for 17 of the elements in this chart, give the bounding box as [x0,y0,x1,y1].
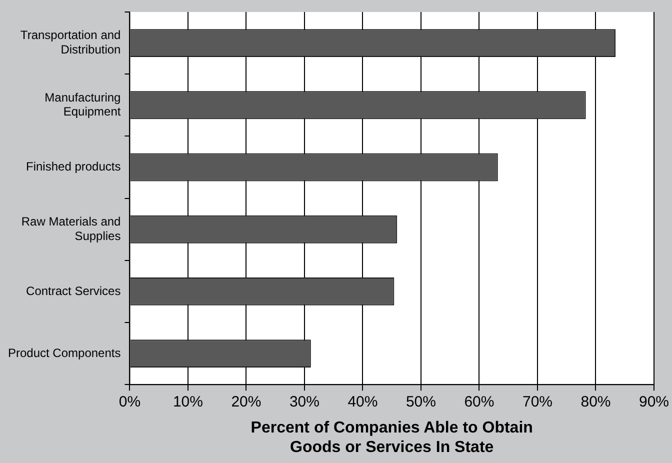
y-tick-label: Contract Services [26,284,121,298]
x-tick-label: 70% [522,394,552,411]
x-tick-label: 50% [406,394,436,411]
x-tick-label: 90% [638,394,670,411]
x-tick-label: 10% [172,394,203,411]
y-tick-label: Transportation and Distribution [20,28,121,57]
x-tick-label: 80% [580,394,611,411]
y-tick-label: Product Components [8,346,121,360]
x-tick-label: 30% [289,394,320,411]
y-tick-label: Manufacturing Equipment [44,90,122,119]
x-tick-label: 60% [464,394,494,411]
x-tick-label: 0% [118,394,141,411]
y-tick-label: Raw Materials and Supplies [21,214,121,243]
x-tick-label: 40% [348,394,378,411]
y-tick-label: Finished products [26,160,121,174]
x-tick-label: 20% [231,394,262,411]
x-axis-title: Percent of Companies Able to Obtain Goods or Services In State [250,420,533,456]
